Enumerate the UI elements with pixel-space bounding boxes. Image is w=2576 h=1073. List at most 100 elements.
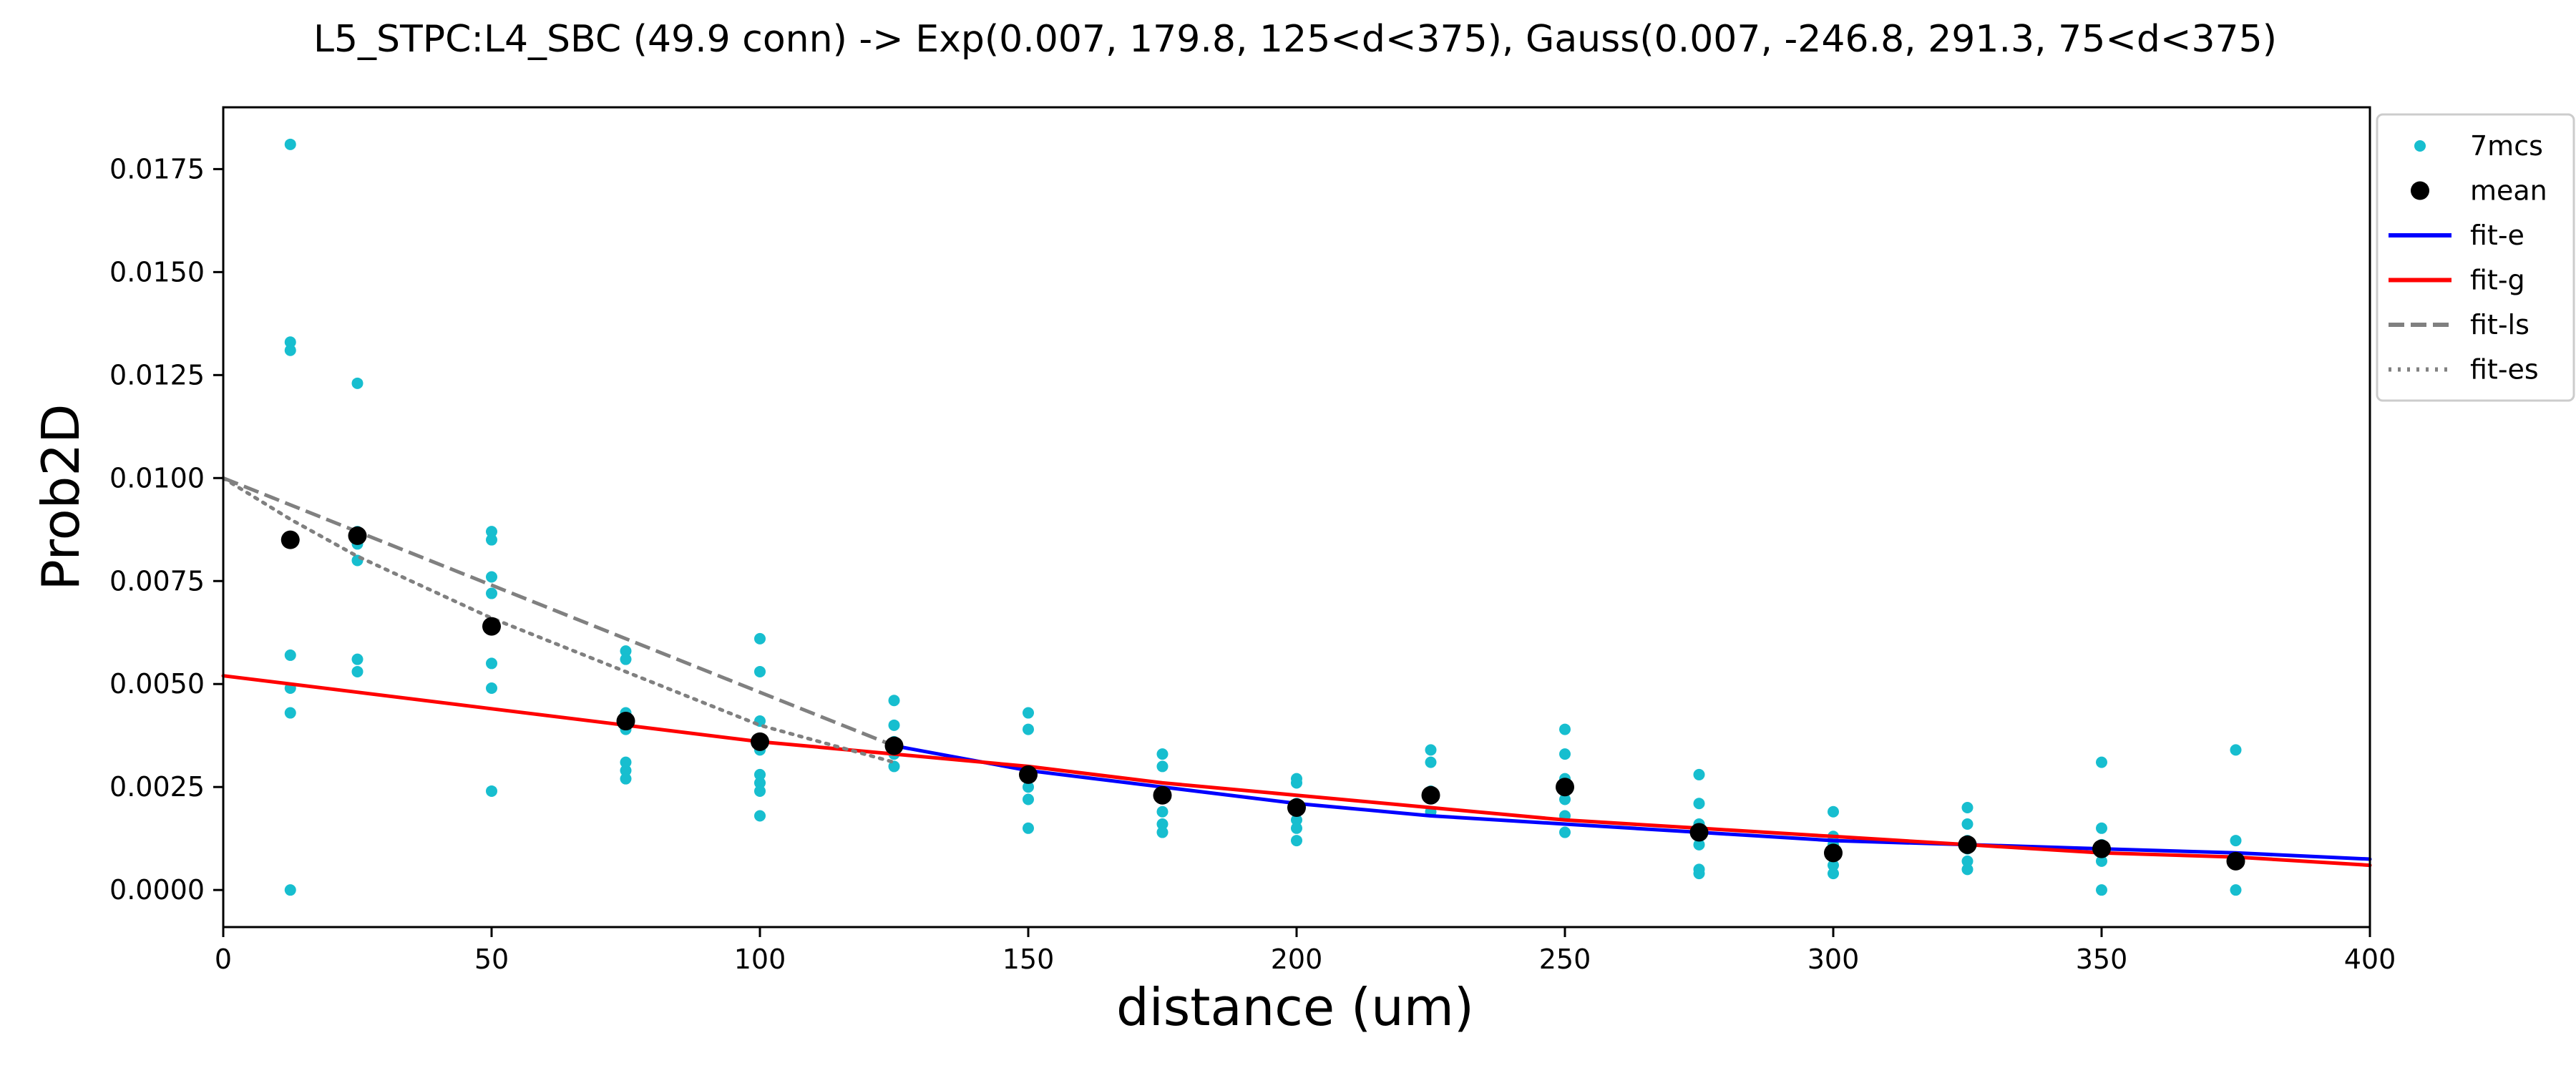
sample-point bbox=[1023, 793, 1034, 805]
sample-point bbox=[486, 534, 497, 546]
sample-point bbox=[1693, 798, 1705, 810]
sample-point bbox=[284, 336, 296, 348]
y-tick-label: 0.0075 bbox=[109, 565, 205, 597]
sample-point bbox=[1023, 781, 1034, 793]
sample-point bbox=[1023, 707, 1034, 719]
x-tick-label: 400 bbox=[2344, 944, 2396, 975]
sample-point bbox=[2230, 835, 2242, 847]
y-tick-label: 0.0100 bbox=[109, 462, 205, 494]
sample-point bbox=[1425, 756, 1437, 768]
sample-point bbox=[284, 649, 296, 661]
sample-point bbox=[1156, 748, 1169, 760]
sample-point bbox=[620, 756, 632, 768]
mean-point bbox=[2092, 839, 2111, 858]
sample-point bbox=[1961, 863, 1974, 876]
sample-point bbox=[2096, 855, 2107, 867]
legend-label: fit-e bbox=[2470, 220, 2524, 251]
sample-point bbox=[754, 768, 766, 780]
legend-item-fit-ls: fit-ls bbox=[2389, 309, 2529, 340]
x-axis-label: distance (um) bbox=[1116, 977, 1474, 1037]
y-tick-label: 0.0125 bbox=[109, 359, 205, 391]
mean-point bbox=[348, 526, 367, 545]
sample-point bbox=[888, 719, 900, 731]
sample-point bbox=[754, 777, 766, 789]
legend: 7mcs mean fit-e fit-g fit-ls fit-es bbox=[2376, 113, 2575, 402]
chart-title: L5_STPC:L4_SBC (49.9 conn) -> Exp(0.007,… bbox=[313, 18, 2277, 61]
sample-point bbox=[1693, 768, 1705, 780]
series-line-fit-ls bbox=[223, 476, 895, 748]
sample-point bbox=[888, 695, 900, 707]
sample-point bbox=[284, 884, 296, 896]
sample-point bbox=[1156, 805, 1169, 818]
sample-point bbox=[1559, 748, 1571, 760]
series-line-fit-g bbox=[221, 674, 2372, 868]
sample-point bbox=[620, 645, 632, 657]
sample-point bbox=[1023, 822, 1034, 834]
sample-point bbox=[284, 344, 296, 356]
mean-point bbox=[1019, 765, 1038, 784]
sample-point bbox=[1291, 822, 1302, 834]
sample-point bbox=[284, 138, 296, 150]
mean-point bbox=[1689, 823, 1709, 842]
sample-point bbox=[620, 765, 632, 777]
sample-point bbox=[1023, 723, 1034, 735]
sample-point bbox=[1559, 723, 1571, 735]
sample-point bbox=[1156, 826, 1169, 838]
mean-point bbox=[616, 712, 635, 731]
series-line-fit-e bbox=[892, 744, 2372, 861]
legend-label: mean bbox=[2470, 175, 2547, 207]
legend-label: 7mcs bbox=[2470, 130, 2543, 162]
sample-point bbox=[1425, 744, 1437, 756]
sample-point bbox=[1693, 868, 1705, 880]
sample-point bbox=[486, 657, 497, 670]
legend-item-fit-e: fit-e bbox=[2389, 220, 2524, 251]
sample-point bbox=[486, 587, 497, 599]
sample-point bbox=[1559, 793, 1571, 805]
y-axis-label: Prob2D bbox=[31, 403, 91, 590]
mean-point bbox=[1287, 798, 1306, 817]
sample-point bbox=[351, 653, 364, 665]
x-tick-label: 0 bbox=[215, 944, 232, 975]
sample-point bbox=[1828, 805, 1839, 818]
sample-point bbox=[1961, 801, 1974, 813]
legend-item-7mcs: 7mcs bbox=[2414, 130, 2543, 162]
legend-item-fit-g: fit-g bbox=[2389, 265, 2525, 296]
sample-point bbox=[486, 571, 497, 583]
sample-point bbox=[1961, 818, 1974, 831]
sample-point bbox=[1559, 826, 1571, 838]
legend-label: fit-ls bbox=[2470, 309, 2529, 340]
y-tick-label: 0.0175 bbox=[109, 153, 205, 185]
mean-point bbox=[1958, 835, 1977, 854]
x-tick-label: 200 bbox=[1271, 944, 1323, 975]
sample-point bbox=[486, 785, 497, 797]
sample-point bbox=[351, 665, 364, 677]
sample-point bbox=[1828, 868, 1839, 880]
x-tick-label: 100 bbox=[734, 944, 786, 975]
sample-point bbox=[754, 810, 766, 822]
x-tick-label: 50 bbox=[474, 944, 509, 975]
sample-point bbox=[2096, 822, 2107, 834]
y-tick-label: 0.0050 bbox=[109, 668, 205, 700]
plot-area: 0 50 100 150 200 250 300 350 400 0.0000 0.0025 0.00… bbox=[109, 106, 2396, 975]
sample-point bbox=[2230, 884, 2242, 896]
sample-point bbox=[888, 760, 900, 773]
sample-point bbox=[1693, 838, 1705, 851]
legend-label: fit-es bbox=[2470, 354, 2539, 386]
sample-point bbox=[1291, 835, 1302, 847]
sample-point bbox=[620, 653, 632, 665]
sample-point bbox=[486, 526, 497, 538]
sample-point bbox=[1961, 855, 1974, 867]
sample-point bbox=[1156, 818, 1169, 831]
legend-marker bbox=[2414, 140, 2426, 152]
x-tick-label: 350 bbox=[2076, 944, 2128, 975]
sample-point bbox=[754, 785, 766, 797]
sample-point bbox=[754, 632, 766, 645]
mean-point bbox=[1824, 843, 1843, 863]
sample-point bbox=[1828, 859, 1839, 871]
mean-point bbox=[482, 617, 501, 636]
sample-point bbox=[754, 665, 766, 677]
mean-point bbox=[280, 530, 300, 549]
sample-point bbox=[1291, 814, 1302, 826]
